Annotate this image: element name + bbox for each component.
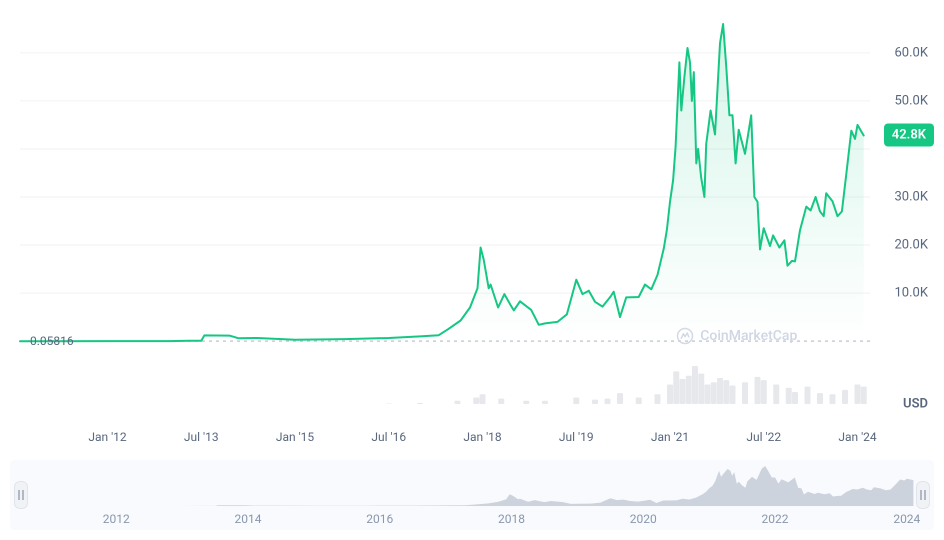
mini-x-tick-label: 2016 [366,512,393,526]
mini-x-tick-label: 2014 [235,512,262,526]
mini-x-tick-label: 2020 [630,512,657,526]
watermark: CoinMarketCap [676,327,797,345]
coinmarketcap-icon [676,327,694,345]
y-tick-label: 10.0K [894,286,928,301]
range-selector[interactable]: 2012 2014 2016 2018 2020 2022 2024 [10,460,934,530]
y-tick-label: 20.0K [894,238,928,253]
x-tick-label: Jul '22 [746,430,781,444]
start-value-label: 0.05816 [30,334,74,348]
y-tick-label: 60.0K [894,45,928,60]
x-tick-label: Jul '16 [371,430,406,444]
price-chart-widget: 0.05816 USD 42.8K CoinMarketCap 10.0K 20.… [0,0,944,540]
watermark-text: CoinMarketCap [700,328,797,344]
range-handle-right[interactable] [916,481,930,509]
mini-x-tick-label: 2018 [498,512,525,526]
mini-x-tick-label: 2024 [893,512,920,526]
y-tick-label: 50.0K [894,93,928,108]
main-chart[interactable]: 0.05816 USD 42.8K CoinMarketCap 10.0K 20.… [10,10,934,450]
mini-x-tick-label: 2012 [103,512,130,526]
x-tick-label: Jul '13 [184,430,219,444]
mini-x-tick-label: 2022 [762,512,789,526]
range-selector-svg [10,460,934,530]
y-tick-label: 30.0K [894,190,928,205]
main-chart-svg [10,10,934,450]
x-tick-label: Jan '15 [276,430,314,444]
x-tick-label: Jan '21 [651,430,689,444]
x-tick-label: Jan '18 [463,430,501,444]
x-tick-label: Jul '19 [559,430,594,444]
range-handle-left[interactable] [14,481,28,509]
x-tick-label: Jan '24 [838,430,876,444]
current-price-badge: 42.8K [884,124,934,147]
x-tick-label: Jan '12 [88,430,126,444]
currency-label: USD [903,397,928,412]
